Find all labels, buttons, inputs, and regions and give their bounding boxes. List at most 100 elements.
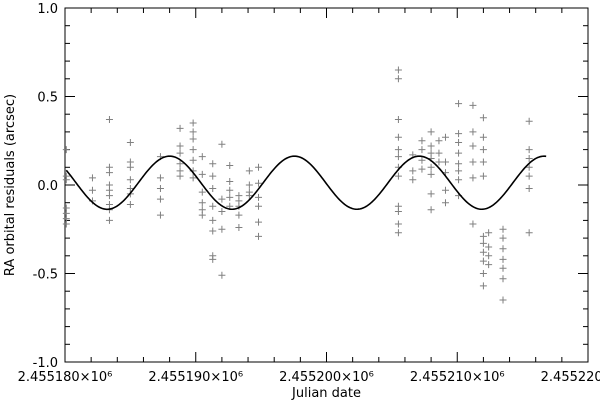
data-point — [499, 245, 507, 253]
data-point — [479, 282, 487, 290]
data-point — [394, 208, 402, 216]
data-point — [455, 100, 463, 108]
data-point — [435, 149, 443, 157]
data-point — [427, 142, 435, 150]
y-tick-label: -0.5 — [33, 268, 58, 283]
data-point — [499, 296, 507, 304]
data-point — [226, 177, 234, 185]
data-point — [394, 66, 402, 74]
data-point — [226, 162, 234, 170]
data-point — [226, 193, 234, 201]
data-point — [394, 133, 402, 141]
axis-ticks — [64, 7, 589, 363]
data-point — [245, 192, 253, 200]
data-point — [218, 271, 226, 279]
data-point — [499, 264, 507, 272]
data-point — [394, 153, 402, 161]
data-point — [176, 149, 184, 157]
data-point — [469, 158, 477, 166]
data-point — [427, 163, 435, 171]
data-point — [105, 192, 113, 200]
data-point — [418, 156, 426, 164]
data-point — [394, 75, 402, 83]
y-tick-label: -1.0 — [33, 356, 58, 371]
data-point — [88, 174, 96, 182]
data-point — [499, 234, 507, 242]
data-point — [485, 261, 493, 269]
data-point — [485, 243, 493, 251]
data-point — [394, 116, 402, 124]
data-point — [88, 186, 96, 194]
data-point — [394, 146, 402, 154]
data-point — [189, 119, 197, 127]
model-curve — [65, 155, 547, 211]
data-point — [209, 185, 217, 193]
data-point — [126, 163, 134, 171]
data-point — [455, 167, 463, 175]
data-point — [189, 156, 197, 164]
data-point — [485, 229, 493, 237]
data-point — [156, 185, 164, 193]
data-point — [394, 172, 402, 180]
data-point — [62, 176, 70, 184]
data-point — [176, 172, 184, 180]
x-axis-label: Julian date — [291, 386, 361, 401]
data-point — [455, 139, 463, 147]
data-point — [245, 167, 253, 175]
tick-labels: 2.455180×10⁶ 2.455190×10⁶ 2.455200×10⁶ 2.45… — [18, 2, 600, 385]
x-tick-label: 2.455210×10⁶ — [410, 370, 505, 385]
data-point — [427, 170, 435, 178]
data-point — [126, 176, 134, 184]
data-point — [499, 255, 507, 263]
data-point — [209, 227, 217, 235]
data-point — [441, 133, 449, 141]
data-point — [209, 216, 217, 224]
data-point — [427, 128, 435, 136]
data-point — [198, 153, 206, 161]
data-point — [479, 257, 487, 265]
data-point — [418, 165, 426, 173]
data-point — [176, 124, 184, 132]
data-point — [479, 232, 487, 240]
data-point — [218, 195, 226, 203]
data-point — [218, 140, 226, 148]
data-point — [255, 202, 263, 210]
data-point — [469, 220, 477, 228]
data-point — [126, 200, 134, 208]
data-point — [427, 206, 435, 214]
data-point — [209, 160, 217, 168]
data-point — [485, 252, 493, 260]
data-point — [156, 211, 164, 219]
data-point — [235, 211, 243, 219]
scatter-points — [62, 66, 533, 304]
data-point — [156, 174, 164, 182]
data-point — [441, 199, 449, 207]
data-point — [525, 154, 533, 162]
data-point — [435, 158, 443, 166]
data-point — [525, 163, 533, 171]
data-point — [479, 270, 487, 277]
x-tick-label: 2.455190×10⁶ — [148, 370, 243, 385]
data-point — [105, 116, 113, 124]
data-point — [469, 101, 477, 109]
data-point — [156, 195, 164, 203]
data-point — [441, 186, 449, 194]
x-tick-label: 2.455200×10⁶ — [279, 370, 374, 385]
x-tick-label: 2.455220×10⁶ — [541, 370, 600, 385]
data-point — [469, 174, 477, 182]
data-point — [479, 114, 487, 122]
data-point — [105, 169, 113, 177]
data-point — [255, 218, 263, 226]
data-point — [418, 137, 426, 145]
data-point — [409, 167, 417, 175]
data-point — [62, 220, 70, 228]
data-point — [198, 188, 206, 196]
y-tick-label: 0.5 — [37, 91, 58, 106]
data-point — [525, 185, 533, 193]
data-point — [525, 117, 533, 125]
data-point — [198, 170, 206, 178]
data-point — [455, 130, 463, 138]
data-point — [394, 220, 402, 228]
data-point — [198, 211, 206, 219]
